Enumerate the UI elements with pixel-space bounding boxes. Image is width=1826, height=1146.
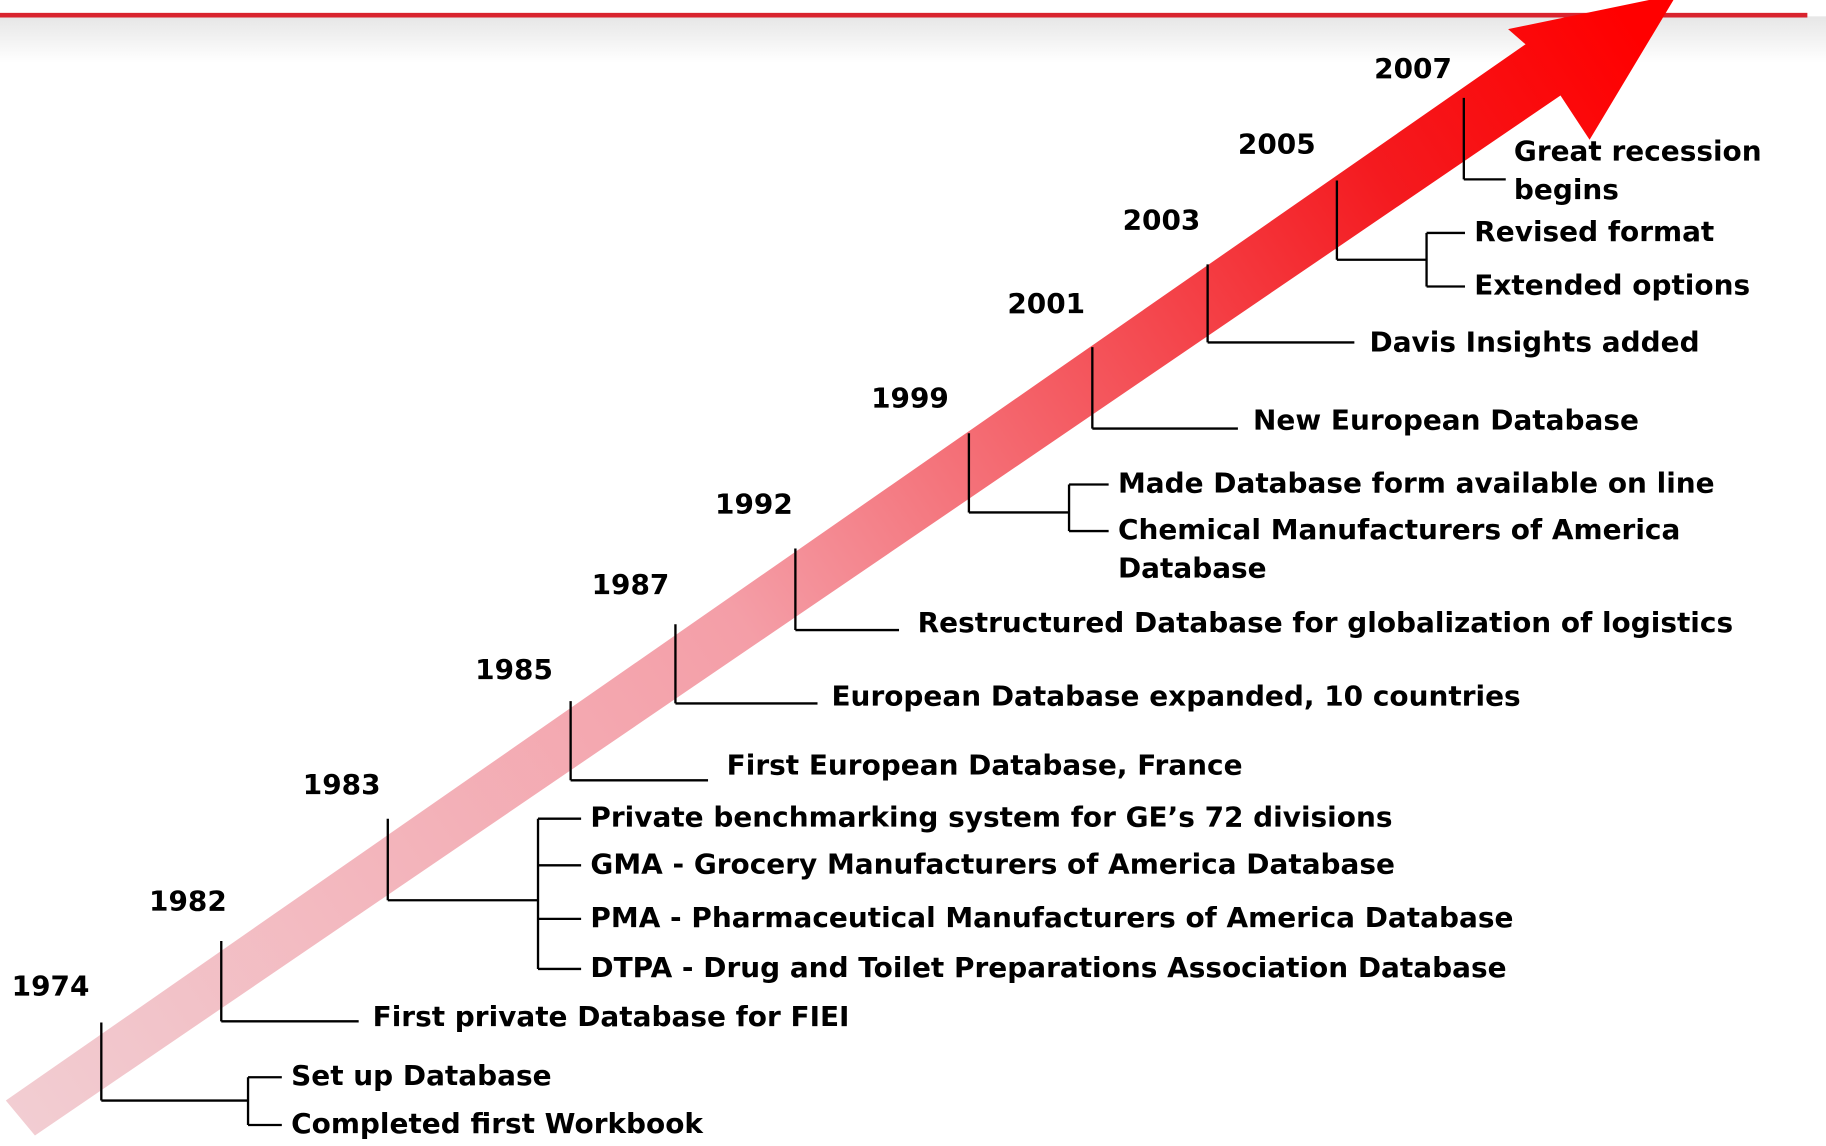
year-label: 2001 bbox=[1007, 287, 1085, 320]
event-text: Restructured Database for globalization … bbox=[918, 606, 1733, 639]
event-text: DTPA - Drug and Toilet Preparations Asso… bbox=[590, 951, 1506, 984]
event-text: begins bbox=[1514, 173, 1619, 206]
event-text: European Database expanded, 10 countries bbox=[831, 680, 1520, 713]
header-rule bbox=[0, 12, 1808, 18]
event-text: First European Database, France bbox=[727, 748, 1243, 781]
event-text: Davis Insights added bbox=[1370, 326, 1700, 359]
event-text: Made Database form available on line bbox=[1118, 466, 1715, 499]
event-text: Set up Database bbox=[291, 1059, 551, 1092]
year-label: 2005 bbox=[1238, 128, 1316, 161]
event-text: Completed first Workbook bbox=[291, 1107, 704, 1140]
year-label: 1983 bbox=[303, 768, 381, 801]
event-text: First private Database for FIEI bbox=[373, 1000, 850, 1033]
year-label: 2007 bbox=[1374, 52, 1452, 85]
year-label: 1982 bbox=[149, 885, 227, 918]
event-text: Chemical Manufacturers of America bbox=[1118, 513, 1680, 546]
year-label: 1987 bbox=[592, 568, 670, 601]
timeline-arrow bbox=[5, 0, 1674, 1136]
event-text: PMA - Pharmaceutical Manufacturers of Am… bbox=[590, 901, 1513, 934]
event-text: Revised format bbox=[1474, 215, 1714, 248]
event-text: New European Database bbox=[1253, 404, 1639, 437]
year-label: 1974 bbox=[12, 970, 90, 1003]
event-text: Great recession bbox=[1514, 135, 1762, 168]
event-text: Database bbox=[1118, 552, 1267, 585]
year-label: 1992 bbox=[715, 487, 793, 520]
year-label: 1999 bbox=[871, 381, 949, 414]
year-label: 2003 bbox=[1123, 203, 1201, 236]
event-text: Extended options bbox=[1474, 269, 1750, 302]
event-text: Private benchmarking system for GE’s 72 … bbox=[590, 801, 1392, 834]
event-text: GMA - Grocery Manufacturers of America D… bbox=[590, 847, 1395, 880]
year-label: 1985 bbox=[475, 653, 553, 686]
